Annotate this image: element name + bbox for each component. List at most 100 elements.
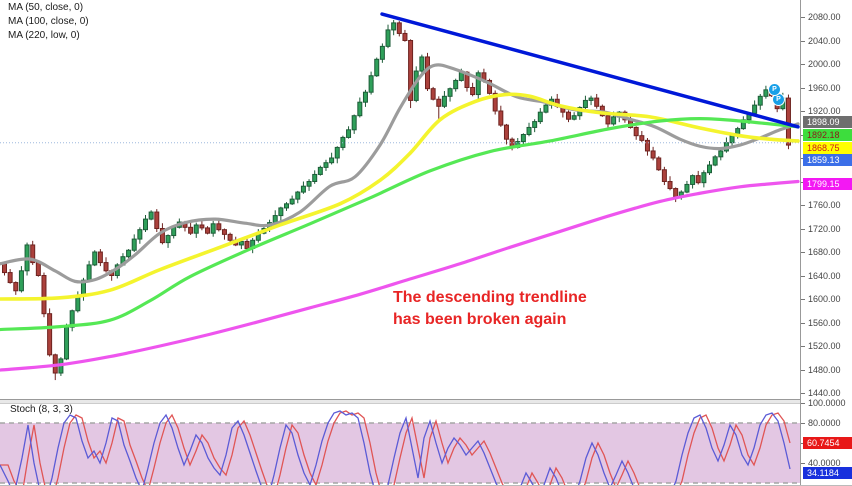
price-tick-2040-label: 2040.00: [808, 35, 841, 46]
candle-body: [650, 150, 656, 159]
stoch-tick-tick: [801, 463, 805, 464]
pending-order-badge[interactable]: P: [768, 83, 781, 96]
price-tick-1760-label: 1760.00: [808, 200, 841, 210]
candle-body: [667, 181, 673, 190]
price-tick-1720-tick: [801, 228, 805, 230]
candle-body: [729, 135, 735, 144]
candle-body: [188, 226, 194, 234]
candle-body: [453, 79, 459, 90]
candle-body: [498, 110, 504, 126]
price-tick-1440-tick: [801, 393, 805, 394]
candle-body: [391, 22, 397, 31]
candle-body: [718, 150, 724, 158]
candle-body: [75, 295, 81, 312]
candle-body: [103, 262, 109, 272]
candle-body: [97, 251, 103, 264]
candle-body: [47, 313, 53, 356]
candle-body: [148, 211, 154, 220]
price-value-label: 1859.13: [803, 154, 852, 166]
price-tick-2000-tick: [801, 64, 805, 65]
price-tick-1760-tick: [801, 205, 805, 206]
candle-body: [368, 75, 374, 93]
candle-body: [470, 87, 476, 96]
price-value-label: 1868.75: [803, 142, 852, 154]
candle-body: [441, 95, 447, 107]
candle-body: [64, 326, 70, 360]
price-value-label: 1892.18: [803, 129, 852, 141]
price-tick-1520-tick: [801, 346, 805, 347]
price-axis[interactable]: 2080.002040.002000.001960.001920.001880.…: [800, 0, 852, 485]
price-value-label: 1898.09: [803, 116, 852, 128]
candle-body: [334, 146, 340, 159]
price-tick-2040-tick: [801, 40, 805, 42]
price-tick-1600-label: 1600.00: [808, 294, 841, 304]
candle-body: [487, 79, 493, 94]
descending-trendline: [380, 12, 800, 129]
candle-body: [7, 272, 13, 284]
candle-body: [661, 169, 667, 182]
candle-body: [419, 56, 425, 72]
ma-yellow-line: [0, 92, 800, 301]
stoch-value-label: 34.1184: [803, 467, 852, 479]
trendline-broken-annotation: The descending trendline has been broken…: [393, 287, 587, 331]
stochastic-chart-canvas[interactable]: [0, 402, 800, 485]
price-tick-1440-label: 1440.00: [808, 388, 841, 398]
candle-body: [701, 172, 707, 184]
candle-body: [13, 282, 19, 292]
candle-body: [272, 215, 278, 224]
candle-body: [543, 104, 549, 113]
candle-body: [35, 262, 41, 277]
candle-body: [475, 72, 481, 96]
stoch-value-label: 60.7454: [803, 437, 852, 449]
candle-body: [396, 22, 402, 34]
candle-body: [639, 135, 645, 141]
candle-body: [611, 116, 617, 125]
stochastic-legend: Stoch (8, 3, 3): [10, 404, 73, 415]
candle-body: [594, 97, 600, 107]
candle-body: [374, 58, 380, 77]
price-tick-1680-tick: [801, 252, 805, 253]
candle-body: [323, 162, 329, 168]
candle-body: [312, 173, 318, 182]
candle-body: [193, 224, 199, 234]
candle-body: [605, 115, 611, 125]
price-tick-1920-tick: [801, 111, 805, 112]
candle-body: [346, 129, 352, 138]
candle-body: [712, 156, 718, 166]
candle-body: [752, 104, 758, 114]
candle-body: [154, 211, 160, 230]
stoch-tick-label: 40.0000: [808, 458, 841, 468]
stoch-tick-label: 100.0000: [808, 398, 846, 408]
candle-body: [571, 115, 577, 120]
candle-body: [30, 244, 36, 264]
candle-body: [402, 32, 408, 42]
candle-body: [317, 166, 323, 175]
indicator-legend: MA (50, close, 0) MA (100, close, 0) MA …: [8, 1, 89, 43]
candle-body: [532, 121, 538, 128]
candle-body: [588, 97, 594, 101]
candle-body: [329, 157, 335, 164]
candle-body: [210, 223, 216, 234]
price-tick-1640-label: 1640.00: [808, 270, 841, 281]
stoch-main-line: [0, 410, 791, 485]
ma-green-line: [0, 117, 800, 332]
candle-body: [526, 126, 532, 135]
candle-body: [362, 91, 368, 103]
panel-separator[interactable]: [0, 399, 852, 404]
candle-body: [582, 99, 588, 108]
candle-body: [425, 56, 430, 90]
candle-body: [306, 181, 312, 187]
candle-body: [244, 240, 250, 249]
stoch-tick-tick: [801, 403, 805, 404]
candle-body: [171, 226, 177, 237]
candle-body: [300, 185, 306, 193]
price-tick-1640-tick: [801, 275, 805, 277]
stoch-tick-tick: [801, 423, 805, 424]
price-tick-1920-label: 1920.00: [808, 106, 841, 116]
candle-body: [436, 98, 442, 107]
candle-body: [785, 97, 791, 146]
candle-body: [379, 45, 385, 60]
price-chart-canvas[interactable]: [0, 0, 800, 399]
ma-legend-100: MA (100, close, 0): [8, 16, 89, 27]
candle-body: [205, 227, 211, 234]
